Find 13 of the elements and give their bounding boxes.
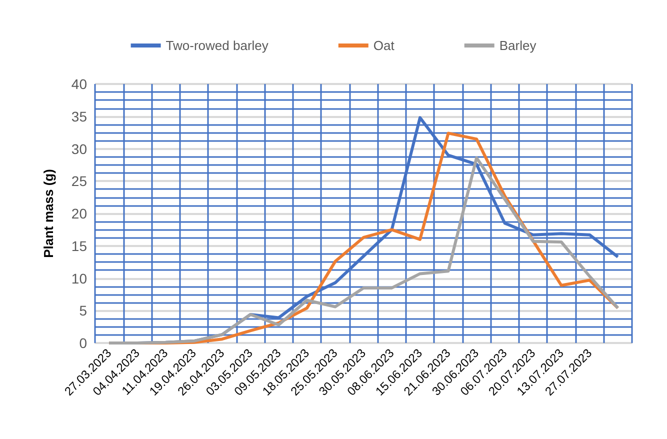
y-tick-label: 0	[79, 335, 88, 351]
y-axis-title: Plant mass (g)	[41, 169, 56, 258]
y-tick-label: 35	[71, 108, 88, 124]
y-tick-label: 10	[71, 270, 88, 286]
y-tick-label: 20	[71, 206, 88, 222]
y-tick-label: 25	[71, 173, 88, 190]
legend-label: Oat	[373, 38, 395, 53]
y-tick-label: 5	[79, 302, 88, 319]
y-tick-label: 15	[71, 238, 88, 254]
legend-label: Barley	[499, 38, 537, 53]
y-tick-label: 30	[71, 140, 88, 157]
legend-label: Two-rowed barley	[166, 38, 269, 53]
y-tick-label: 40	[71, 76, 88, 92]
